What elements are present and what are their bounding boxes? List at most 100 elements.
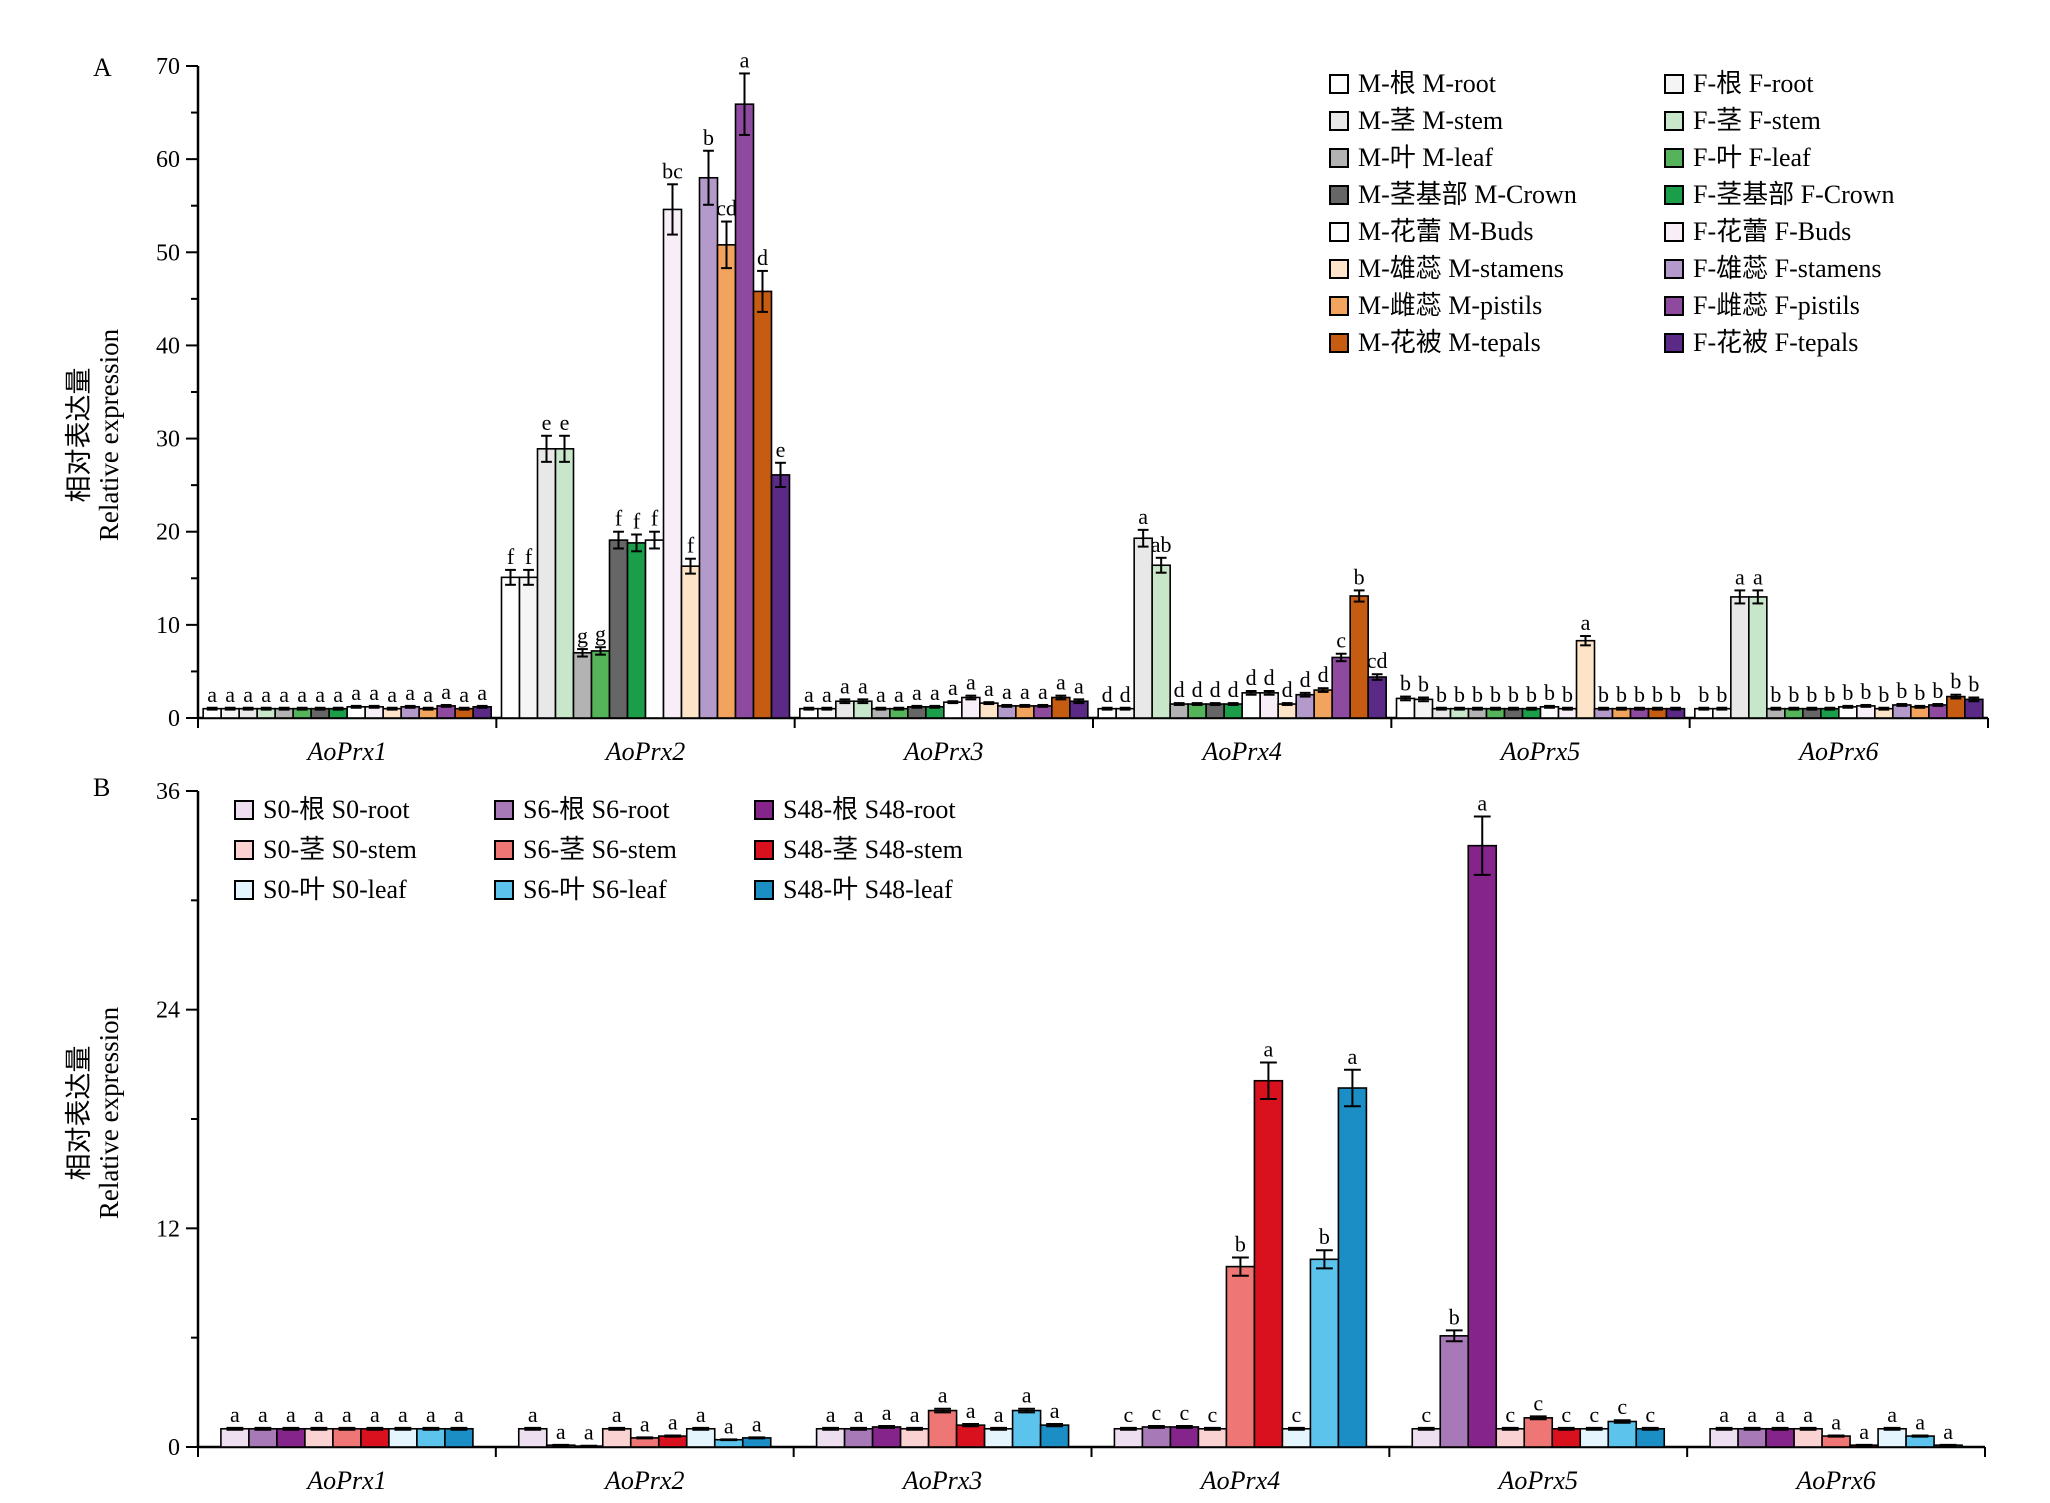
panel-a-label: A bbox=[93, 53, 112, 82]
panel-b-significance-label: b bbox=[1235, 1231, 1246, 1256]
panel-a-bar bbox=[1241, 692, 1261, 719]
panel-b-significance-label: a bbox=[230, 1402, 240, 1427]
panel-a-significance-label: b bbox=[1354, 564, 1365, 589]
panel-a-category-label: AoPrx1 bbox=[305, 737, 386, 766]
panel-a-legend-swatch bbox=[1329, 259, 1349, 279]
panel-a-significance-label: cd bbox=[1367, 648, 1388, 673]
panel-a-legend-entry: M-花被 M-tepals bbox=[1358, 328, 1541, 357]
panel-b-significance-label: c bbox=[1645, 1402, 1655, 1427]
panel-a-significance-label: a bbox=[423, 682, 433, 707]
panel-a-ytick-label: 40 bbox=[156, 333, 180, 359]
panel-b-significance-label: a bbox=[426, 1402, 436, 1427]
panel-b-significance-label: a bbox=[286, 1402, 296, 1427]
panel-a-significance-label: f bbox=[615, 506, 623, 531]
panel-a-significance-label: a bbox=[279, 682, 289, 707]
panel-a-legend-entry: F-雄蕊 F-stamens bbox=[1693, 254, 1882, 283]
panel-b-legend-swatch bbox=[754, 800, 774, 820]
panel-a-significance-label: d bbox=[757, 245, 768, 270]
panel-a-ytick-label: 60 bbox=[156, 147, 180, 173]
panel-a-legend-entry: F-根 F-root bbox=[1693, 69, 1814, 98]
panel-a-ytick-label: 10 bbox=[156, 613, 180, 639]
panel-b-significance-label: a bbox=[342, 1402, 352, 1427]
panel-b-significance-label: a bbox=[612, 1402, 622, 1427]
panel-b-legend-swatch bbox=[494, 840, 514, 860]
panel-a-significance-label: b bbox=[1670, 682, 1681, 707]
panel-a-legend-entry: M-雌蕊 M-pistils bbox=[1358, 291, 1542, 320]
panel-a-significance-label: b bbox=[1842, 680, 1853, 705]
panel-b-bar bbox=[685, 1427, 716, 1448]
panel-a-legend-swatch bbox=[1664, 111, 1684, 131]
panel-b-significance-label: a bbox=[556, 1419, 566, 1444]
panel-a-significance-label: a bbox=[315, 682, 325, 707]
panel-b-significance-label: c bbox=[1617, 1394, 1627, 1419]
panel-b-significance-label: c bbox=[1152, 1400, 1162, 1425]
panel-a-bar bbox=[662, 208, 683, 719]
panel-a-significance-label: a bbox=[840, 673, 850, 698]
panel-a-bar bbox=[644, 539, 665, 719]
panel-a-bar bbox=[1946, 695, 1966, 719]
panel-a-significance-label: b bbox=[1598, 682, 1609, 707]
panel-a-significance-label: bc bbox=[662, 158, 683, 183]
panel-b-significance-label: b bbox=[1319, 1224, 1330, 1249]
panel-a-bar bbox=[536, 448, 557, 719]
panel-b-bar bbox=[1635, 1427, 1666, 1448]
panel-a-ytick-label: 0 bbox=[168, 706, 180, 732]
panel-b-bar bbox=[248, 1427, 278, 1448]
panel-b-significance-label: a bbox=[854, 1402, 864, 1427]
panel-b-bar bbox=[1439, 1335, 1470, 1448]
panel-b-bar bbox=[927, 1409, 958, 1448]
panel-b-significance-label: a bbox=[1859, 1419, 1869, 1444]
panel-b-bar bbox=[1225, 1265, 1256, 1448]
panel-a-bar bbox=[1223, 703, 1243, 719]
panel-a-legend-swatch bbox=[1664, 148, 1684, 168]
panel-b-label: B bbox=[93, 773, 110, 802]
panel-a-significance-label: a bbox=[804, 682, 814, 707]
panel-a-legend-entry: M-茎 M-stem bbox=[1358, 106, 1503, 135]
panel-a-significance-label: a bbox=[1020, 679, 1030, 704]
panel-a-bar bbox=[680, 565, 701, 719]
panel-a-category-label: AoPrx5 bbox=[1499, 737, 1580, 766]
panel-a-bar bbox=[1169, 703, 1189, 719]
panel-b-significance-label: a bbox=[752, 1411, 762, 1436]
panel-a-significance-label: d bbox=[1246, 665, 1257, 690]
panel-b-significance-label: a bbox=[454, 1402, 464, 1427]
panel-a-significance-label: b bbox=[1698, 682, 1709, 707]
panel-a-legend-swatch bbox=[1329, 111, 1349, 131]
panel-a-legend-entry: F-茎 F-stem bbox=[1693, 106, 1821, 135]
panel-b-significance-label: a bbox=[1477, 791, 1487, 816]
panel-a-significance-label: a bbox=[1581, 610, 1591, 635]
panel-a-significance-label: d bbox=[1210, 677, 1221, 702]
panel-b-significance-label: c bbox=[1421, 1402, 1431, 1427]
panel-b-legend-swatch bbox=[234, 800, 254, 820]
panel-b-legend-swatch bbox=[234, 880, 254, 900]
panel-a-legend-swatch bbox=[1329, 148, 1349, 168]
panel-b-legend-entry: S6-根 S6-root bbox=[523, 795, 670, 824]
panel-b-bar bbox=[1281, 1427, 1312, 1448]
panel-a-legend-swatch bbox=[1329, 333, 1349, 353]
panel-a-significance-label: g bbox=[577, 623, 588, 648]
panel-a-ylabel-cn: 相对表达量 bbox=[64, 368, 94, 503]
panel-b-ylabel: Relative expression bbox=[94, 1006, 124, 1219]
panel-a-significance-label: b bbox=[1950, 669, 1961, 694]
panel-b-bar bbox=[1495, 1427, 1526, 1448]
panel-b-bar bbox=[601, 1427, 632, 1448]
panel-a-bar bbox=[1313, 689, 1333, 719]
panel-a-bar bbox=[1575, 639, 1596, 719]
panel-a-significance-label: d bbox=[1300, 667, 1311, 692]
panel-a-significance-label: b bbox=[1418, 672, 1429, 697]
panel-b-legend-entry: S48-叶 S48-leaf bbox=[783, 875, 953, 904]
panel-b-legend-swatch bbox=[494, 880, 514, 900]
panel-b-bar bbox=[815, 1427, 846, 1448]
panel-a-significance-label: b bbox=[1616, 682, 1627, 707]
panel-b-bar bbox=[388, 1427, 418, 1448]
panel-b-bar bbox=[1467, 844, 1498, 1448]
panel-a-significance-label: b bbox=[1526, 682, 1537, 707]
panel-b-significance-label: a bbox=[1719, 1402, 1729, 1427]
panel-b-bar bbox=[843, 1427, 874, 1448]
panel-b-legend-swatch bbox=[754, 840, 774, 860]
panel-a-bar bbox=[1295, 693, 1315, 719]
panel-b-bar bbox=[1737, 1427, 1767, 1448]
panel-a-significance-label: c bbox=[1336, 628, 1346, 653]
panel-b-ytick-label: 36 bbox=[156, 779, 180, 805]
panel-b-legend-entry: S0-根 S0-root bbox=[263, 795, 410, 824]
